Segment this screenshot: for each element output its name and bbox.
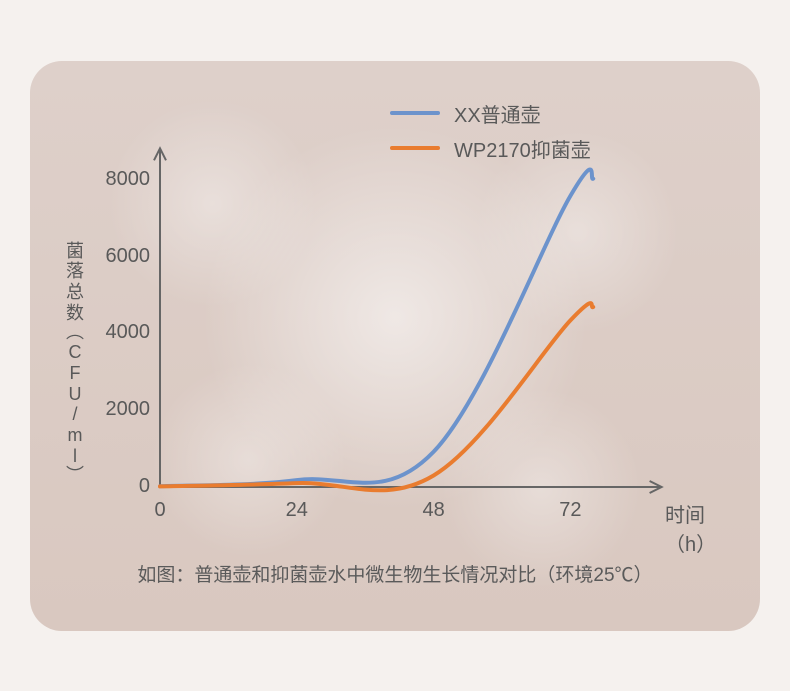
axes-svg (70, 131, 730, 531)
x-tick-label: 48 (422, 499, 444, 522)
x-axis-title: 时间（h） (665, 499, 730, 557)
chart-caption: 如图：普通壶和抑菌壶水中微生物生长情况对比（环境25℃） (30, 560, 760, 587)
legend-item: XX普通壶 (390, 99, 591, 128)
series-line-normal (160, 169, 593, 486)
series-line-wp2170 (160, 303, 593, 490)
y-tick-label: 2000 (100, 398, 150, 421)
legend-swatch (390, 111, 440, 115)
x-tick-label: 24 (286, 499, 308, 522)
x-tick-label: 72 (559, 499, 581, 522)
y-tick-label: 0 (100, 475, 150, 498)
y-tick-label: 6000 (100, 245, 150, 268)
x-tick-label: 0 (154, 499, 165, 522)
chart-area: 菌落总数 ︵ CFU/ml ︶ 时间（h） 020004000600080000… (70, 131, 730, 531)
y-tick-label: 4000 (100, 321, 150, 344)
y-tick-label: 8000 (100, 168, 150, 191)
legend-label: XX普通壶 (454, 99, 541, 128)
chart-card: XX普通壶 WP2170抑菌壶 菌落总数 ︵ CFU/ml ︶ 时间（h） 02… (30, 61, 760, 631)
y-axis (154, 148, 166, 487)
